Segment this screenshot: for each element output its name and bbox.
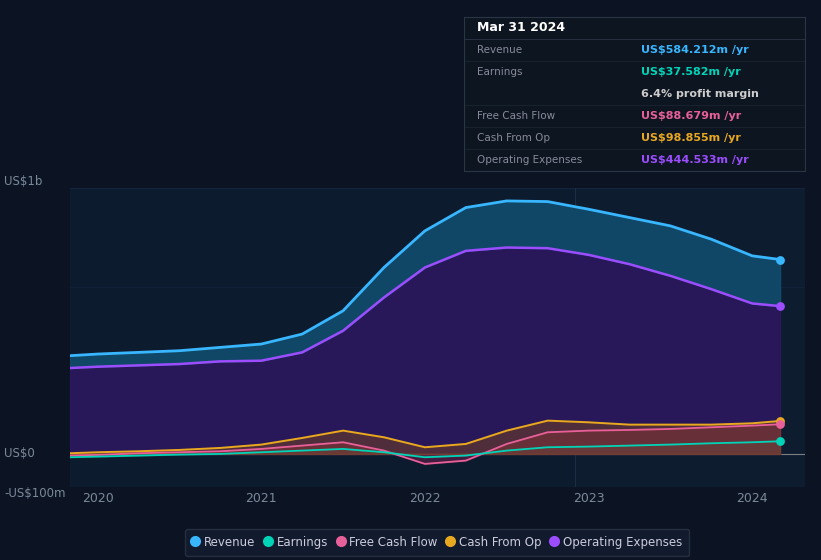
Text: US$98.855m /yr: US$98.855m /yr [641, 133, 741, 143]
Text: US$88.679m /yr: US$88.679m /yr [641, 111, 741, 121]
Point [773, 420, 787, 429]
Text: US$1b: US$1b [4, 175, 43, 188]
Text: US$584.212m /yr: US$584.212m /yr [641, 45, 749, 55]
Point [773, 302, 787, 311]
Point [773, 437, 787, 446]
Text: Free Cash Flow: Free Cash Flow [478, 111, 556, 121]
Point [773, 255, 787, 264]
Text: US$0: US$0 [4, 447, 34, 460]
Point [773, 417, 787, 426]
Text: -US$100m: -US$100m [4, 487, 66, 500]
Text: US$444.533m /yr: US$444.533m /yr [641, 155, 749, 165]
Text: 6.4% profit margin: 6.4% profit margin [641, 89, 759, 99]
Text: Mar 31 2024: Mar 31 2024 [478, 21, 566, 34]
Text: Cash From Op: Cash From Op [478, 133, 551, 143]
Text: US$37.582m /yr: US$37.582m /yr [641, 67, 741, 77]
Text: Operating Expenses: Operating Expenses [478, 155, 583, 165]
Legend: Revenue, Earnings, Free Cash Flow, Cash From Op, Operating Expenses: Revenue, Earnings, Free Cash Flow, Cash … [186, 529, 689, 556]
Text: Earnings: Earnings [478, 67, 523, 77]
Text: Revenue: Revenue [478, 45, 523, 55]
Bar [576, 188, 805, 487]
